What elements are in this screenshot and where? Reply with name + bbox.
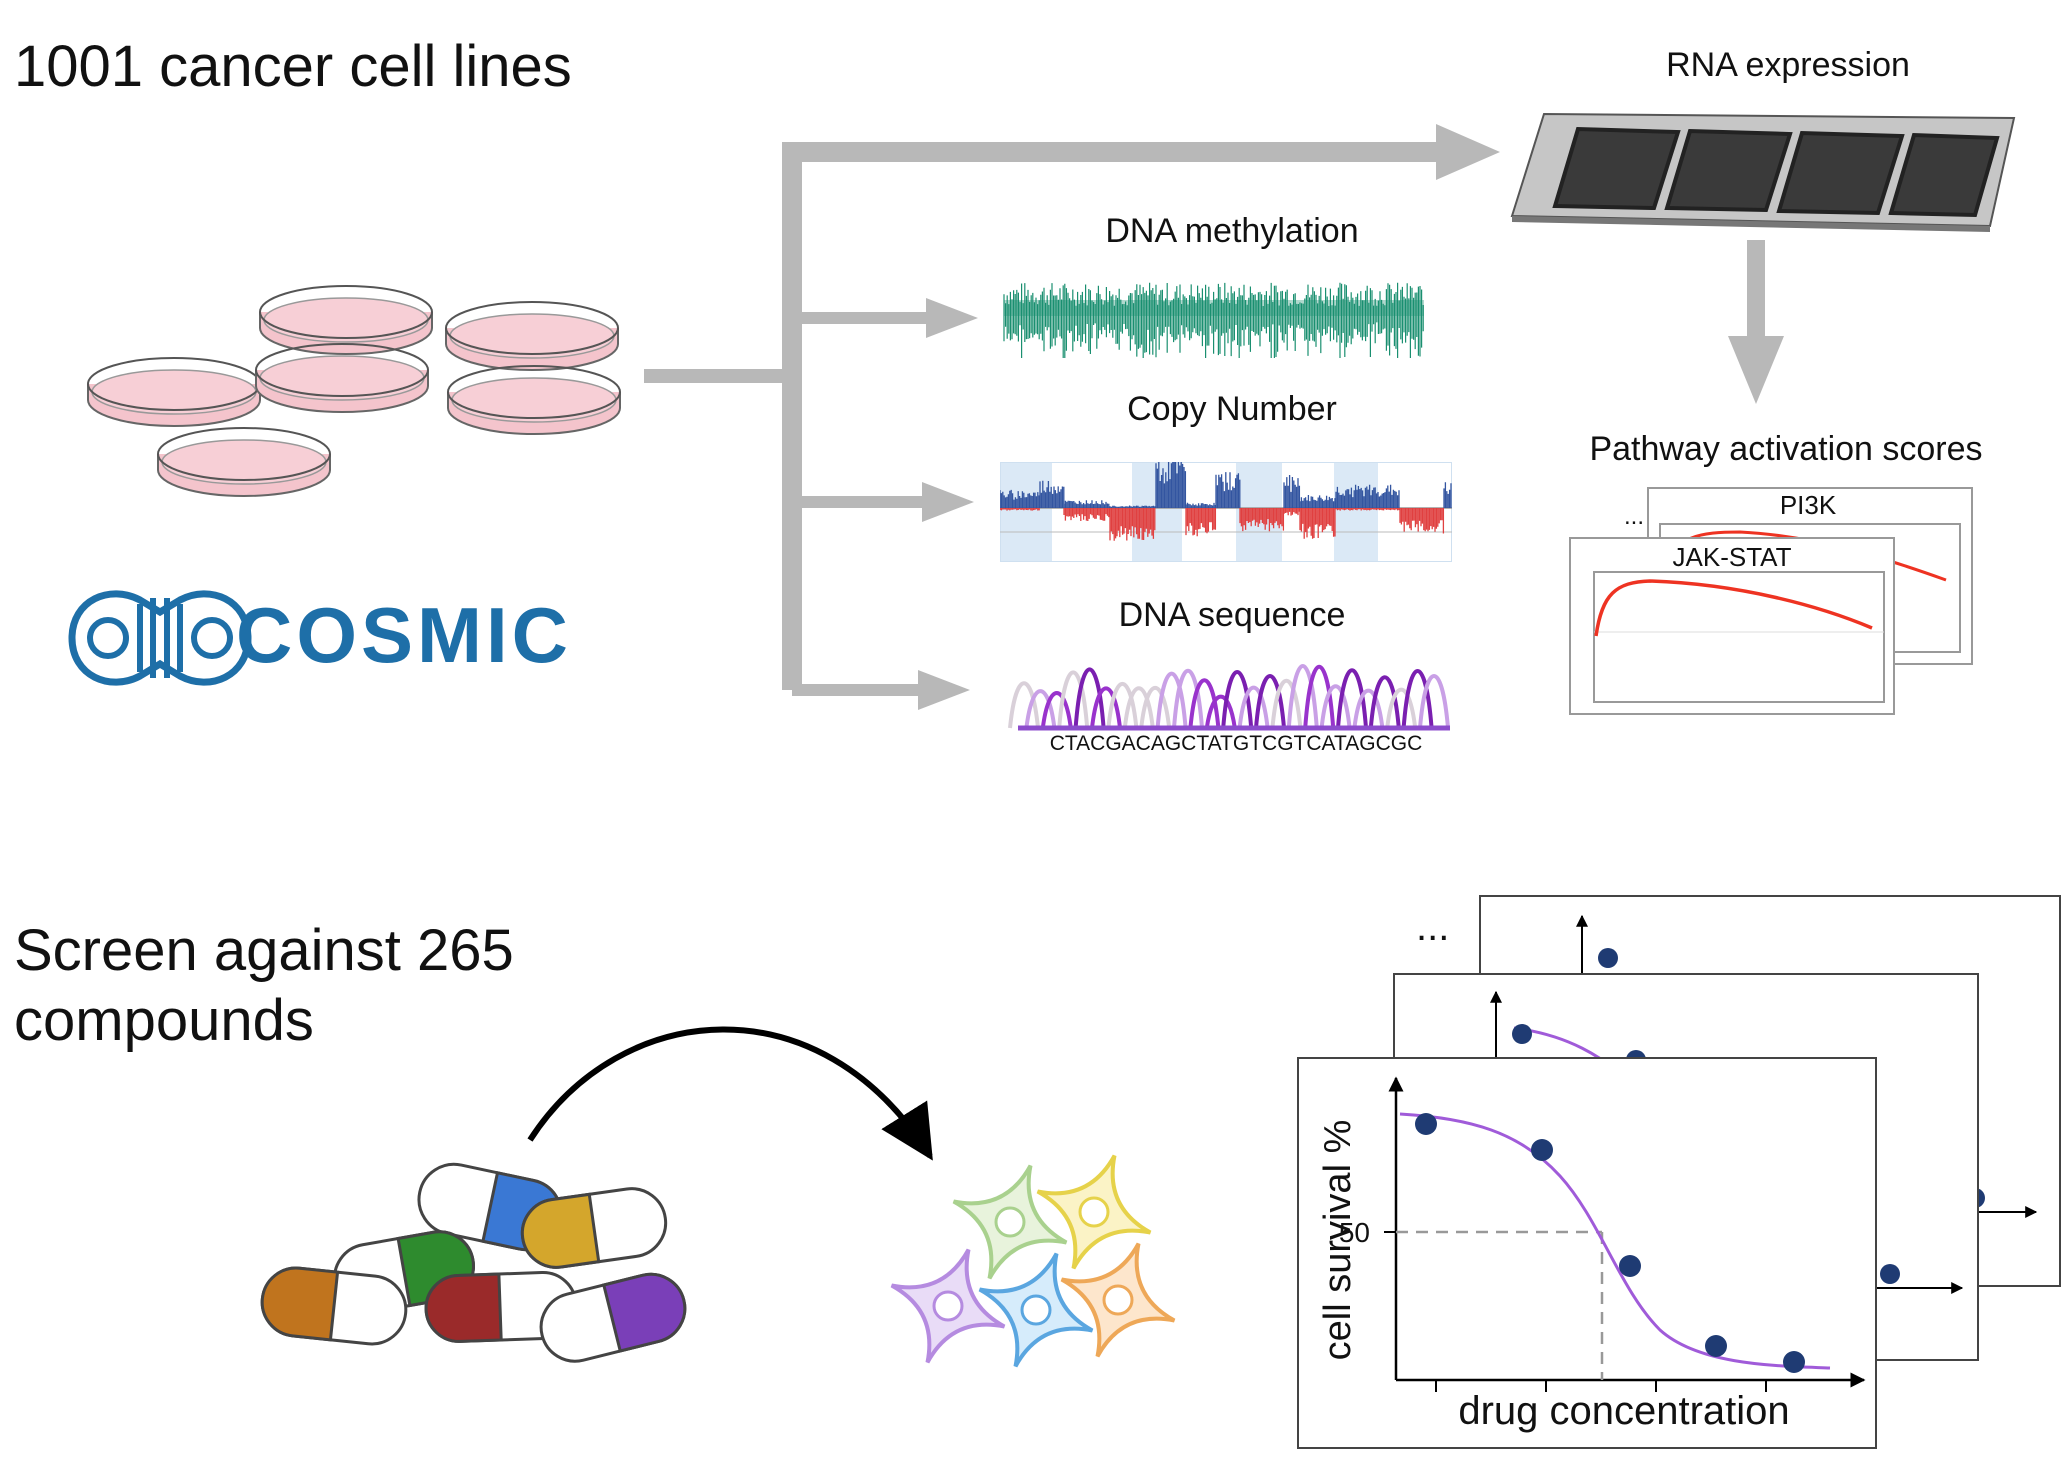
dose-response-curve — [1399, 1112, 1831, 1370]
cancer-cell — [1060, 1242, 1176, 1358]
cancer-cell — [978, 1252, 1094, 1368]
copy-number-plot — [1000, 462, 1452, 562]
sequence-chromatogram — [1008, 663, 1450, 731]
screen-heading-line2: compounds — [14, 988, 314, 1053]
petri-dish — [447, 365, 621, 435]
branch-arrows — [644, 124, 1784, 710]
curve-point — [1531, 1139, 1553, 1161]
petri-dishes-illustration — [87, 285, 621, 497]
cancer-cell — [952, 1164, 1068, 1280]
dna-sequence-label: DNA sequence — [1119, 596, 1346, 634]
curves-ellipsis: ... — [1416, 905, 1449, 949]
curve-point — [1619, 1255, 1641, 1277]
dna-methylation-label: DNA methylation — [1105, 212, 1358, 250]
screening-arrow — [527, 1026, 933, 1161]
screen-heading-line1: Screen against 265 — [14, 918, 514, 983]
petri-dish — [255, 343, 429, 413]
rna-expression-label: RNA expression — [1666, 46, 1910, 84]
methylation-signal — [1003, 282, 1424, 358]
pathway-ellipsis: ... — [1624, 503, 1644, 530]
pathway-panel-jak-stat-title: JAK-STAT — [1673, 542, 1792, 572]
curve-y-label: cell survival % — [1317, 1120, 1359, 1361]
curve-y-tick-50: 50 — [1339, 1217, 1370, 1248]
curve-point — [1705, 1335, 1727, 1357]
curve-x-label: drug concentration — [1458, 1389, 1789, 1433]
cosmic-emblem-icon — [68, 590, 252, 686]
cell-lines-heading: 1001 cancer cell lines — [14, 34, 572, 99]
petri-dish — [445, 301, 619, 371]
pathway-panels: ... PI3K JAK-STAT — [1569, 487, 1973, 715]
cosmic-logo: COSMIC — [68, 590, 572, 686]
copy-number-label: Copy Number — [1127, 390, 1337, 428]
compound-pills — [260, 1162, 687, 1363]
pathway-panel-jak-stat — [1569, 537, 1895, 715]
petri-dish — [87, 357, 261, 427]
pathway-panel-pi3k-title: PI3K — [1780, 490, 1837, 520]
dna-sequence-bases: CTACGACAGCTATGTCGTCATAGCGC — [1050, 732, 1423, 755]
pathway-scores-label: Pathway activation scores — [1589, 430, 1982, 468]
dose-response-panel-front: 50 cell survival % drug concentration — [1297, 1057, 1877, 1449]
petri-dish — [157, 427, 331, 497]
cancer-cells-illustration — [890, 1154, 1176, 1368]
cancer-cell — [890, 1248, 1006, 1364]
microarray-chip — [1510, 112, 2016, 232]
curve-point — [1783, 1351, 1805, 1373]
cancer-cell — [1036, 1154, 1152, 1270]
petri-dish — [259, 285, 433, 355]
cosmic-logo-text: COSMIC — [236, 591, 572, 679]
curve-point — [1415, 1113, 1437, 1135]
